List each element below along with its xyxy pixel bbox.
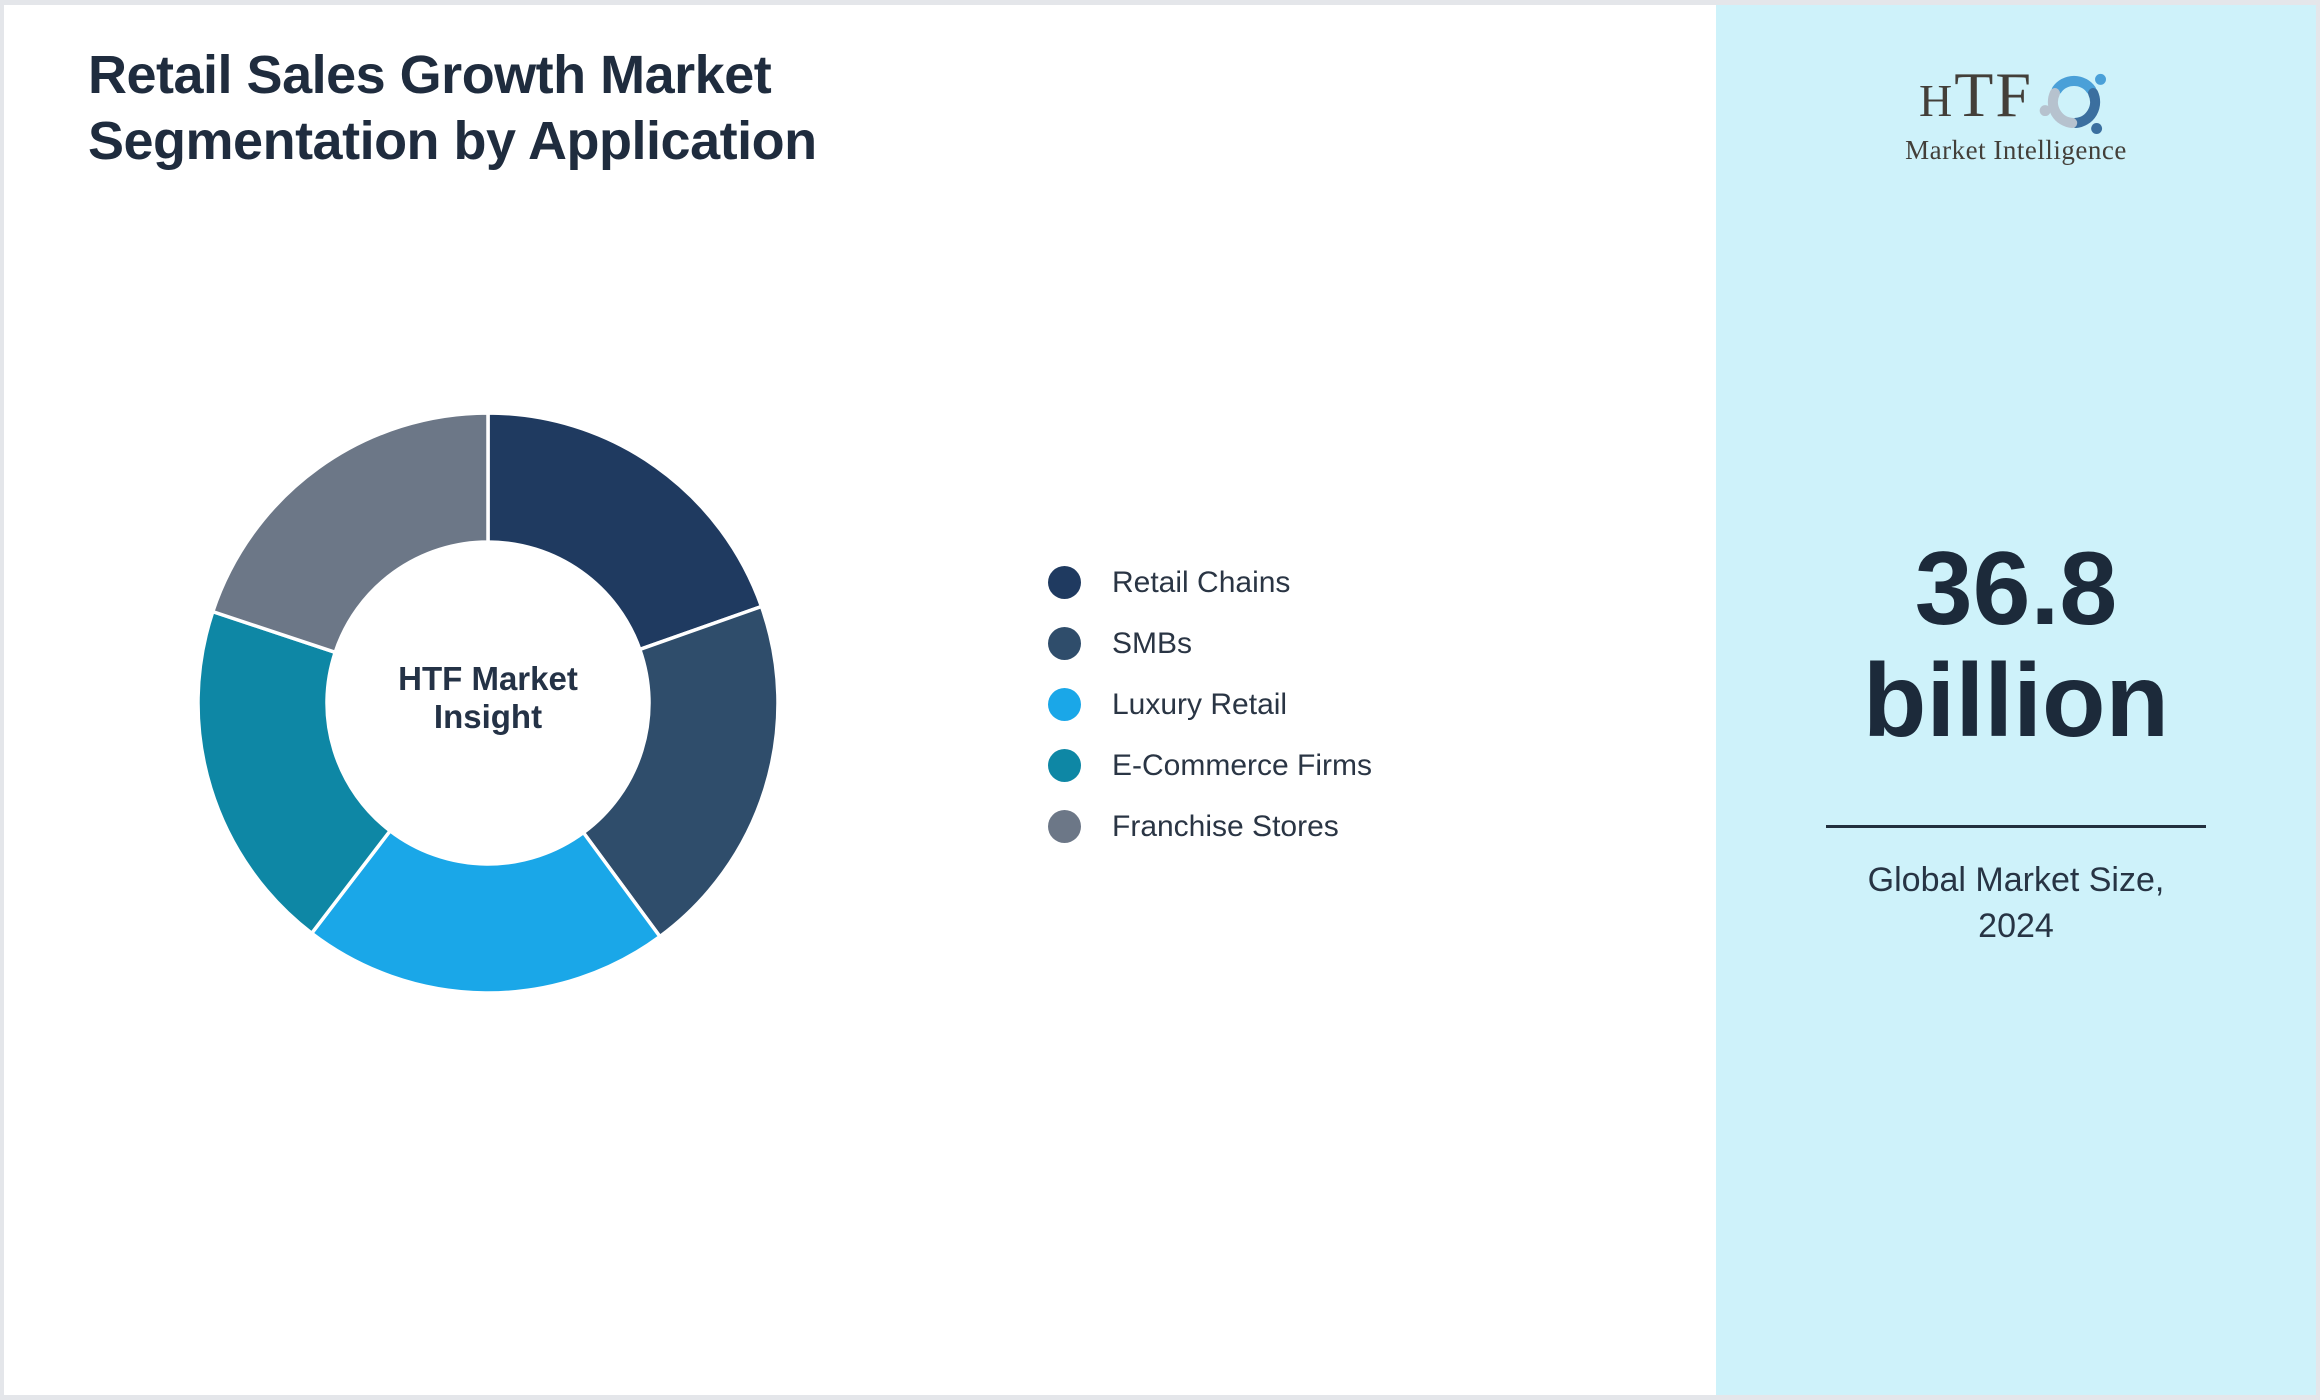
market-size-unit: billion [1862,643,2170,759]
donut-center-label: HTF Market Insight [398,660,578,735]
market-size-number: 36.8 [1914,531,2118,647]
legend-item: E-Commerce Firms [1048,749,1372,782]
donut-segment-1: SMBs [581,604,780,939]
page-title-line1: Retail Sales Growth Market [88,45,772,105]
legend-label: Luxury Retail [1112,688,1288,721]
legend-label: E-Commerce Firms [1112,749,1372,782]
donut-segment-4: Franchise Stores [211,411,490,655]
brand-logo: HTF Market Intelligence [1716,63,2316,166]
donut-segment-0: Retail Chains [486,411,764,652]
legend-swatch [1048,627,1081,660]
divider-line [1826,825,2206,828]
caption-line2: 2024 [1978,907,2054,945]
legend-label: Franchise Stores [1112,810,1339,843]
logo-text: HTF [1919,59,2033,130]
brand-logo-row: HTF [1716,59,2316,134]
legend-item: SMBs [1048,627,1372,660]
legend-label: SMBs [1112,627,1193,660]
market-size-caption: Global Market Size, 2024 [1716,857,2316,949]
page-title: Retail Sales Growth Market Segmentation … [88,42,817,174]
caption-line1: Global Market Size, [1867,861,2165,899]
logo-swirl-icon [2039,73,2106,134]
page-title-line2: Segmentation by Application [88,111,817,171]
legend-swatch [1048,688,1081,721]
legend-item: Retail Chains [1048,566,1372,599]
legend-swatch [1048,810,1081,843]
legend-swatch [1048,566,1081,599]
donut-segment-2: Luxury Retail [309,829,662,995]
sidebar-panel: HTF Market Intelligence 36.8 billion Glo… [1716,5,2316,1395]
logo-subtext: Market Intelligence [1905,135,2127,165]
legend-item: Franchise Stores [1048,810,1372,843]
donut-segment-3: E-Commerce Firms [196,609,392,936]
market-size-value: 36.8 billion [1716,533,2316,757]
legend-swatch [1048,749,1081,782]
legend-item: Luxury Retail [1048,688,1372,721]
legend-label: Retail Chains [1112,566,1291,599]
chart-legend: Retail Chains SMBs Luxury Retail E-Commerce… [1048,566,1372,843]
